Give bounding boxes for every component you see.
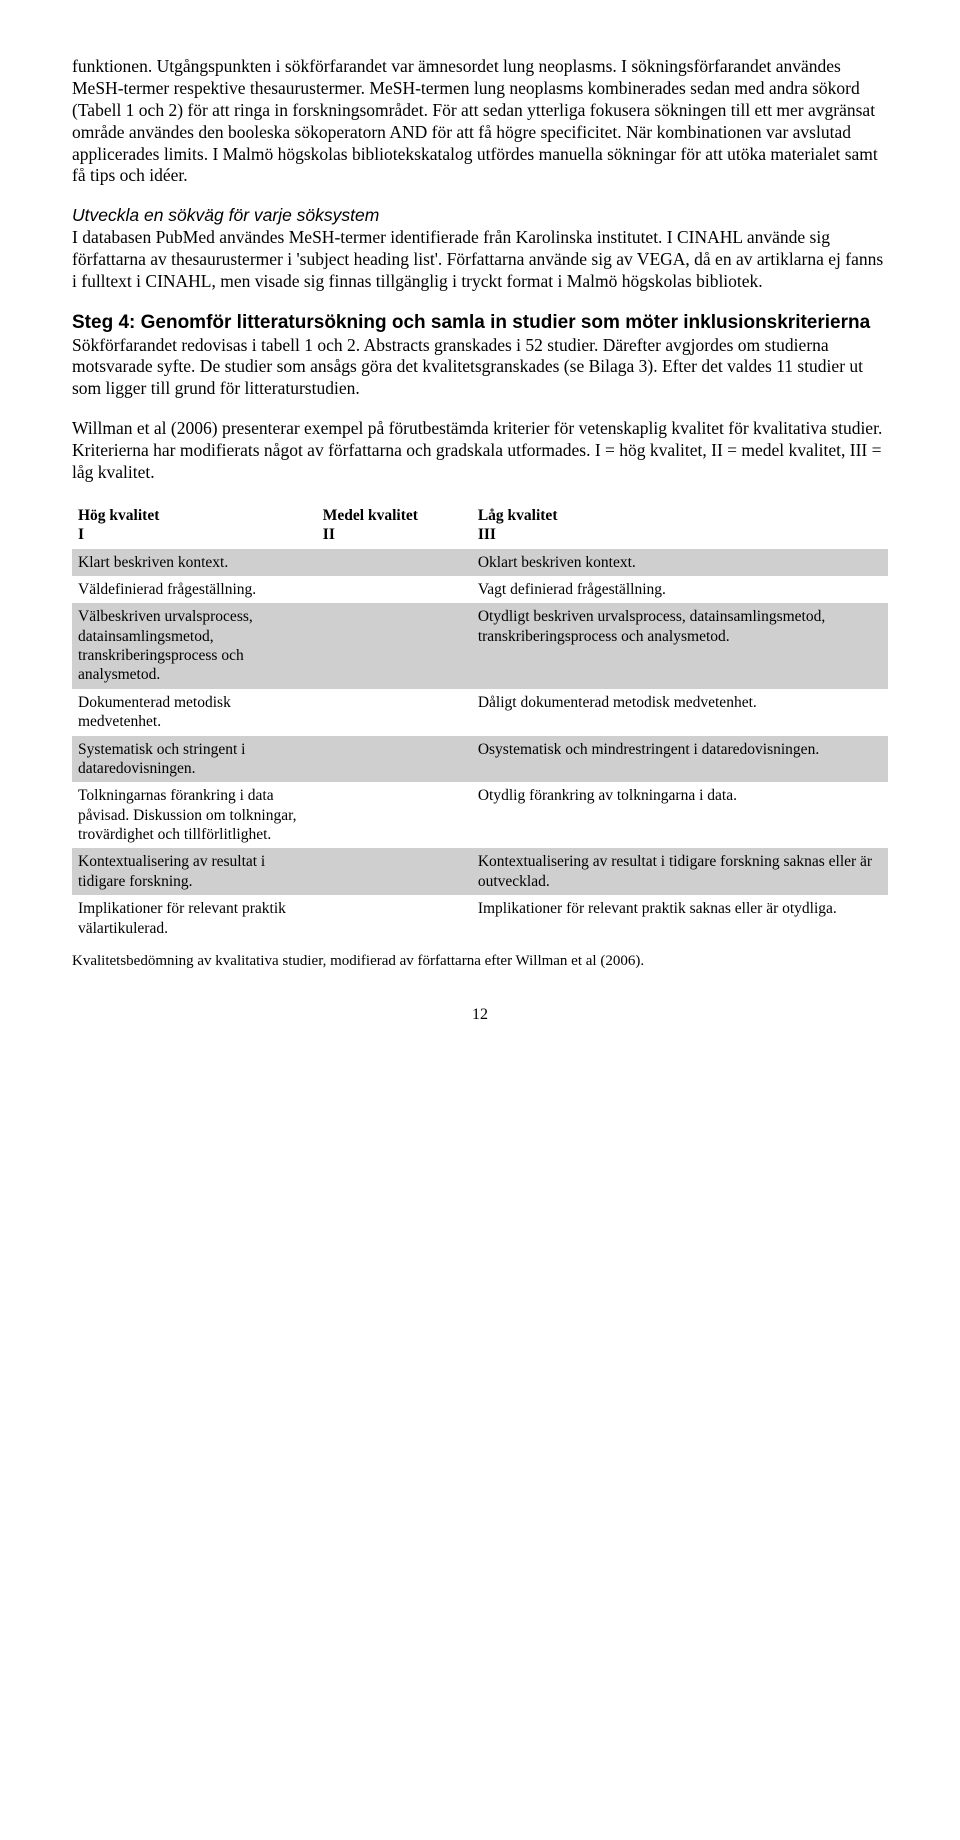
willman-paragraph: Willman et al (2006) presenterar exempel… (72, 418, 888, 484)
table-row: Väldefinierad frågeställning. Vagt defini… (72, 576, 888, 603)
cell-low: Dåligt dokumenterad metodisk medvetenhet… (472, 689, 888, 736)
header-medium-num: II (323, 526, 335, 543)
table-row: Kontextualisering av resultat i tidigare… (72, 848, 888, 895)
cell-low: Otydligt beskriven urvalsprocess, datain… (472, 603, 888, 689)
header-low-quality: Låg kvalitet (478, 507, 558, 524)
header-high-quality: Hög kvalitet (78, 507, 159, 524)
header-medium-quality: Medel kvalitet (323, 507, 418, 524)
page-number: 12 (72, 1005, 888, 1025)
header-high-num: I (78, 526, 84, 543)
cell-high: Klart beskriven kontext. (72, 549, 317, 576)
step4-paragraph: Sökförfarandet redovisas i tabell 1 och … (72, 335, 888, 401)
table-row: Systematisk och stringent i dataredovisn… (72, 736, 888, 783)
sokvag-paragraph: I databasen PubMed användes MeSH-termer … (72, 227, 888, 293)
cell-high: Välbeskriven urvalsprocess, datainsamlin… (72, 603, 317, 689)
cell-low: Oklart beskriven kontext. (472, 549, 888, 576)
quality-table: Hög kvalitet I Medel kvalitet II Låg kva… (72, 502, 888, 942)
cell-low: Kontextualisering av resultat i tidigare… (472, 848, 888, 895)
cell-medium (317, 689, 472, 736)
table-row: Tolkningarnas förankring i data påvisad.… (72, 782, 888, 848)
cell-high: Dokumenterad metodisk medvetenhet. (72, 689, 317, 736)
cell-medium (317, 736, 472, 783)
cell-medium (317, 782, 472, 848)
cell-low: Otydlig förankring av tolkningarna i dat… (472, 782, 888, 848)
cell-high: Tolkningarnas förankring i data påvisad.… (72, 782, 317, 848)
cell-medium (317, 848, 472, 895)
cell-low: Vagt definierad frågeställning. (472, 576, 888, 603)
table-header-row: Hög kvalitet I Medel kvalitet II Låg kva… (72, 502, 888, 549)
table-row: Klart beskriven kontext. Oklart beskriven… (72, 549, 888, 576)
header-low-num: III (478, 526, 496, 543)
table-row: Dokumenterad metodisk medvetenhet. Dåligt… (72, 689, 888, 736)
intro-paragraph: funktionen. Utgångspunkten i sökförfaran… (72, 56, 888, 187)
table-row: Implikationer för relevant praktik välar… (72, 895, 888, 942)
cell-high: Väldefinierad frågeställning. (72, 576, 317, 603)
table-row: Välbeskriven urvalsprocess, datainsamlin… (72, 603, 888, 689)
cell-medium (317, 549, 472, 576)
cell-medium (317, 895, 472, 942)
heading-step4: Steg 4: Genomför litteratursökning och s… (72, 311, 888, 335)
cell-medium (317, 576, 472, 603)
cell-low: Implikationer för relevant praktik sakna… (472, 895, 888, 942)
cell-low: Osystematisk och mindrestringent i datar… (472, 736, 888, 783)
cell-high: Systematisk och stringent i dataredovisn… (72, 736, 317, 783)
cell-high: Kontextualisering av resultat i tidigare… (72, 848, 317, 895)
subheading-sokvag: Utveckla en sökväg för varje söksystem (72, 205, 888, 227)
table-caption: Kvalitetsbedömning av kvalitativa studie… (72, 952, 888, 971)
cell-high: Implikationer för relevant praktik välar… (72, 895, 317, 942)
cell-medium (317, 603, 472, 689)
